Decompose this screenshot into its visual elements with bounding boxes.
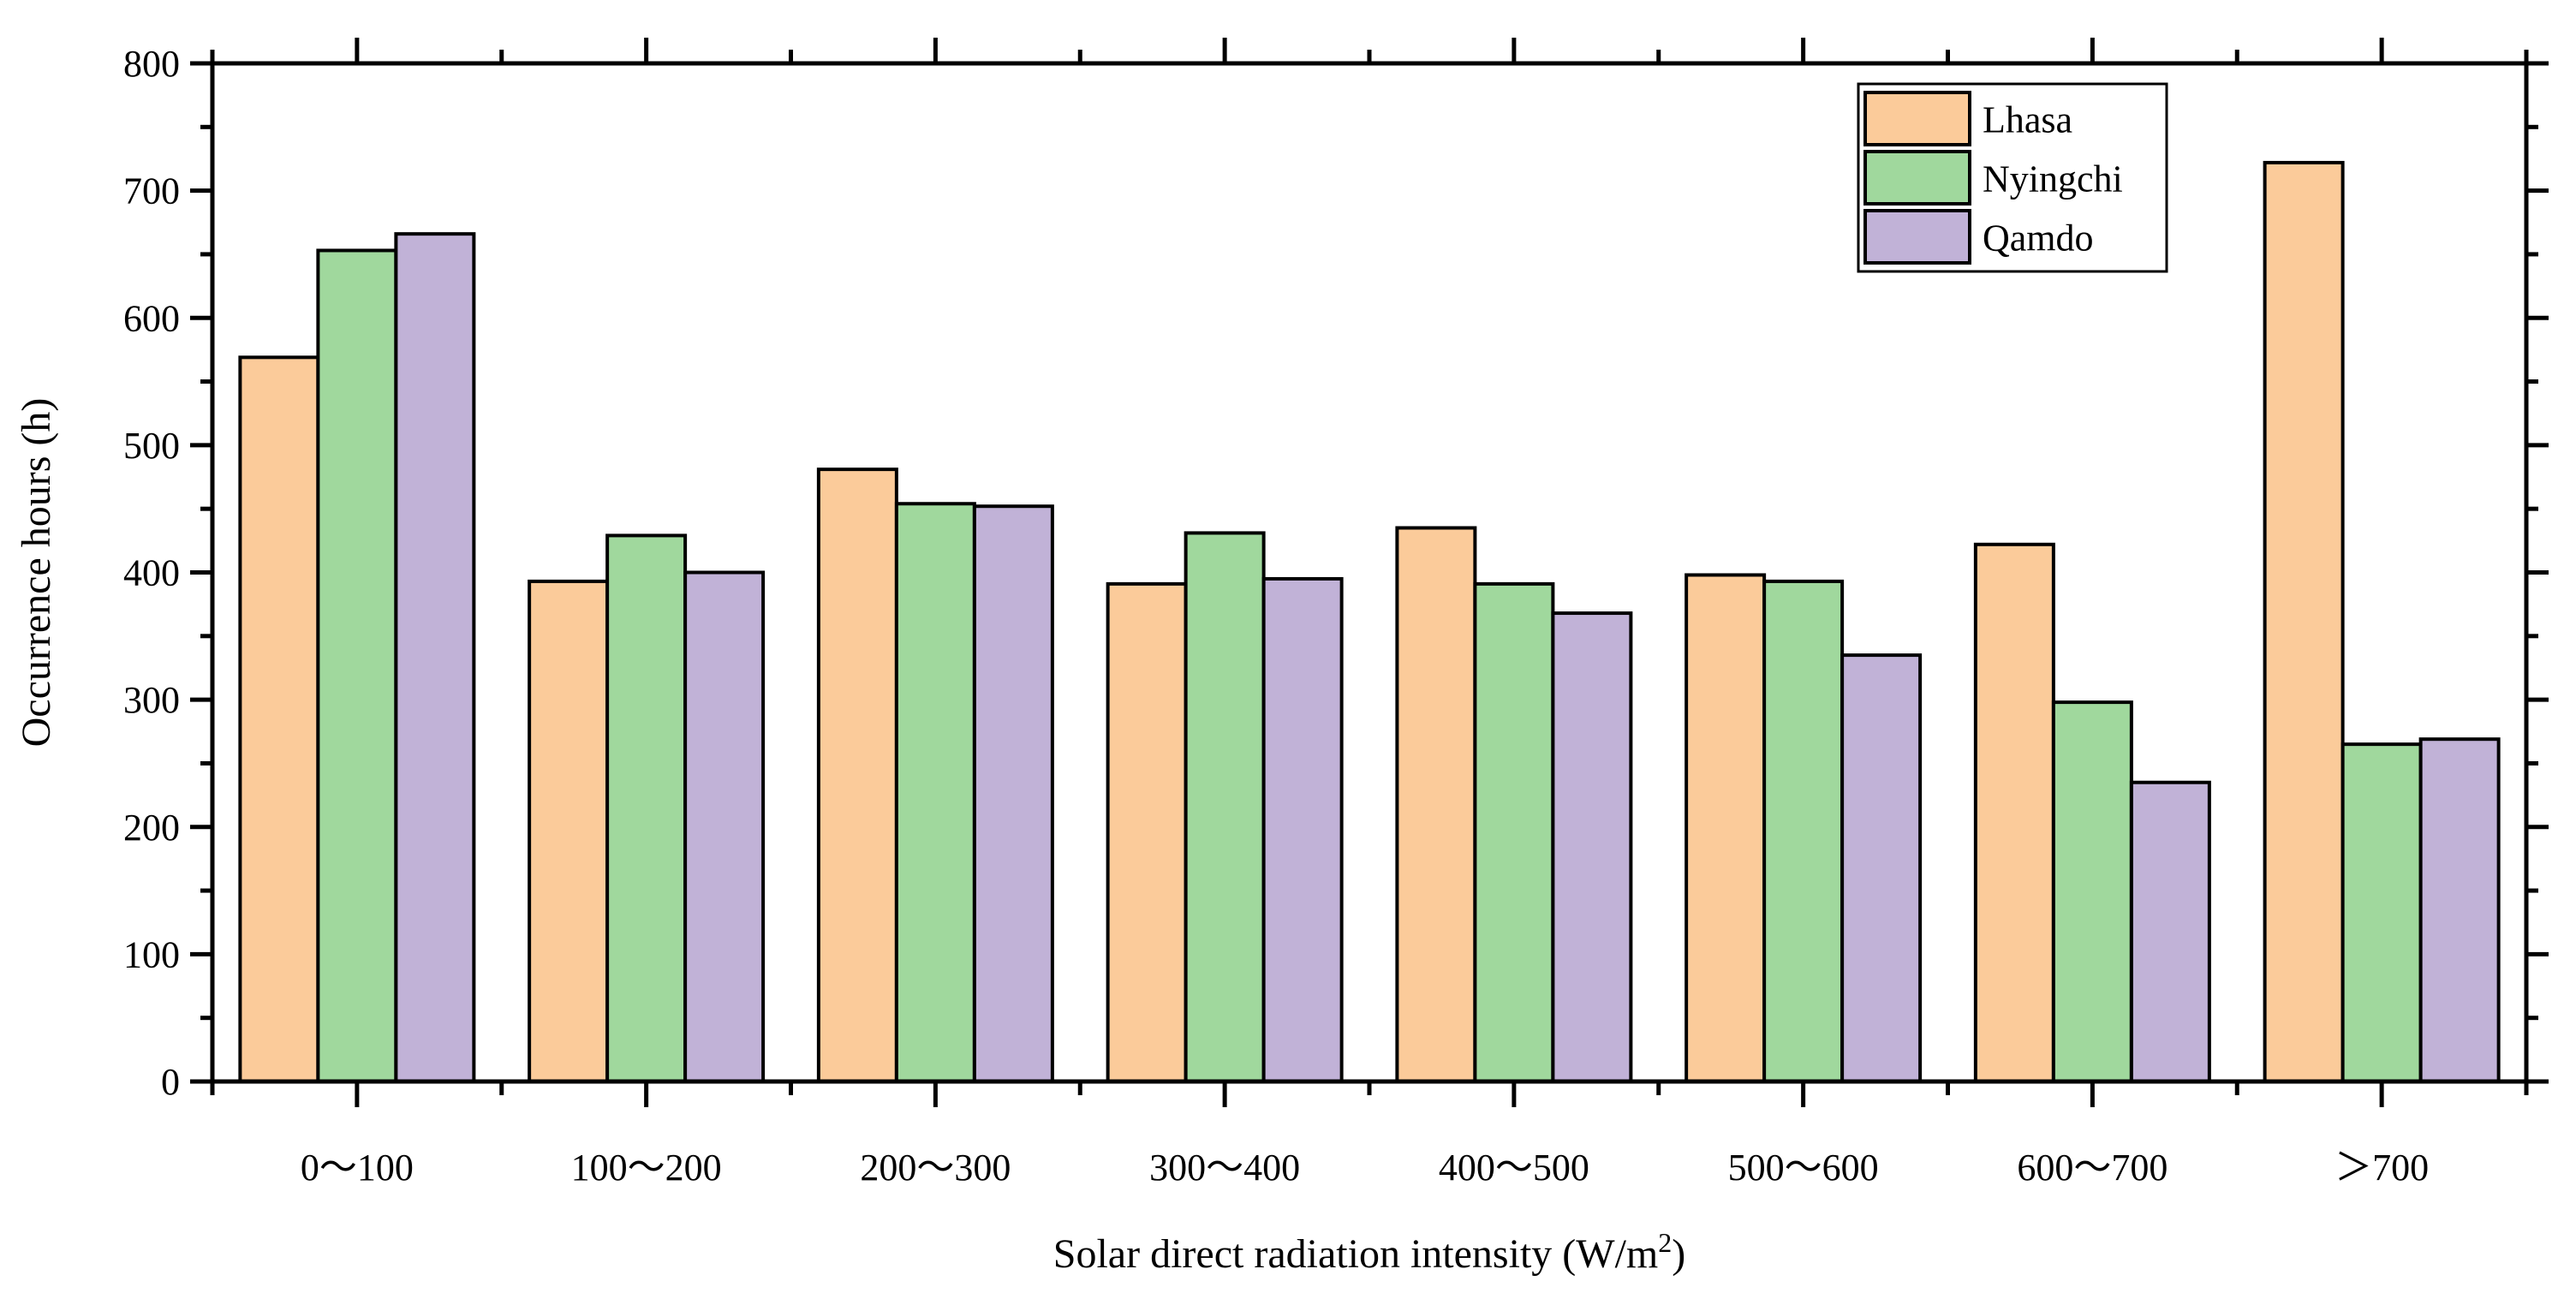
- legend-swatch-lhasa: [1863, 91, 1971, 146]
- legend: Lhasa Nyingchi Qamdo: [1857, 82, 2168, 273]
- bar-qamdo-1: [683, 570, 766, 1083]
- bar-lhasa-6: [1973, 542, 2055, 1083]
- bar-qamdo-2: [972, 504, 1054, 1083]
- bar-nyingchi-0: [316, 248, 398, 1083]
- y-tick-label: 300: [123, 679, 180, 721]
- y-axis-title: Occurrence hours (h): [14, 398, 59, 748]
- bar-lhasa-0: [238, 355, 320, 1084]
- x-tick-label: 500～600: [1728, 1147, 1879, 1189]
- y-tick-label: 800: [123, 43, 180, 85]
- legend-label-qamdo: Qamdo: [1983, 217, 2094, 259]
- x-tick-label: 600～700: [2017, 1147, 2168, 1189]
- legend-label-nyingchi: Nyingchi: [1983, 158, 2123, 200]
- bar-nyingchi-6: [2051, 700, 2133, 1083]
- bar-qamdo-3: [1261, 576, 1344, 1083]
- bar-nyingchi-3: [1184, 531, 1266, 1083]
- x-axis-title-main: Solar direct radiation intensity (W/m: [1053, 1231, 1658, 1277]
- x-axis-title-superscript: 2: [1658, 1227, 1672, 1258]
- y-tick-label: 400: [123, 552, 180, 594]
- bar-lhasa-5: [1685, 573, 1767, 1083]
- x-axis-title: Solar direct radiation intensity (W/m2): [1053, 1227, 1685, 1277]
- bar-lhasa-3: [1106, 581, 1188, 1083]
- y-tick-label: 700: [123, 170, 180, 212]
- bar-lhasa-1: [528, 579, 610, 1083]
- ticks-layer: [190, 38, 2549, 1107]
- y-tick-label: 100: [123, 933, 180, 975]
- x-tick-label: 0～100: [301, 1147, 414, 1189]
- legend-swatch-qamdo: [1863, 209, 1971, 265]
- bars-layer: [238, 160, 2501, 1084]
- x-tick-label: ＞700: [2334, 1147, 2429, 1189]
- bar-qamdo-6: [2129, 780, 2211, 1083]
- bar-lhasa-4: [1395, 526, 1477, 1083]
- bar-nyingchi-4: [1473, 581, 1555, 1083]
- bar-lhasa-2: [816, 468, 898, 1083]
- y-tick-label: 600: [123, 297, 180, 339]
- bar-qamdo-4: [1551, 611, 1633, 1083]
- x-tick-label: 100～200: [571, 1147, 722, 1189]
- labels-layer: 0～100 100～200 200～300 300～400 400～500 500～600…: [123, 43, 2429, 1189]
- bar-qamdo-5: [1840, 653, 1923, 1083]
- bar-nyingchi-2: [894, 502, 976, 1083]
- x-tick-label: 300～400: [1149, 1147, 1300, 1189]
- bar-lhasa-7: [2263, 160, 2345, 1084]
- bar-nyingchi-5: [1762, 579, 1845, 1083]
- x-tick-label: 200～300: [860, 1147, 1011, 1189]
- y-tick-label: 0: [161, 1061, 180, 1103]
- legend-swatch-nyingchi: [1863, 150, 1971, 206]
- x-axis-title-close: ): [1672, 1231, 1685, 1277]
- y-tick-label: 500: [123, 425, 180, 467]
- bar-nyingchi-7: [2340, 742, 2423, 1083]
- x-tick-label: 400～500: [1439, 1147, 1589, 1189]
- bar-nyingchi-1: [605, 533, 688, 1083]
- bar-qamdo-0: [394, 232, 476, 1084]
- legend-label-lhasa: Lhasa: [1983, 99, 2072, 141]
- y-tick-label: 200: [123, 807, 180, 849]
- bar-qamdo-7: [2418, 737, 2501, 1083]
